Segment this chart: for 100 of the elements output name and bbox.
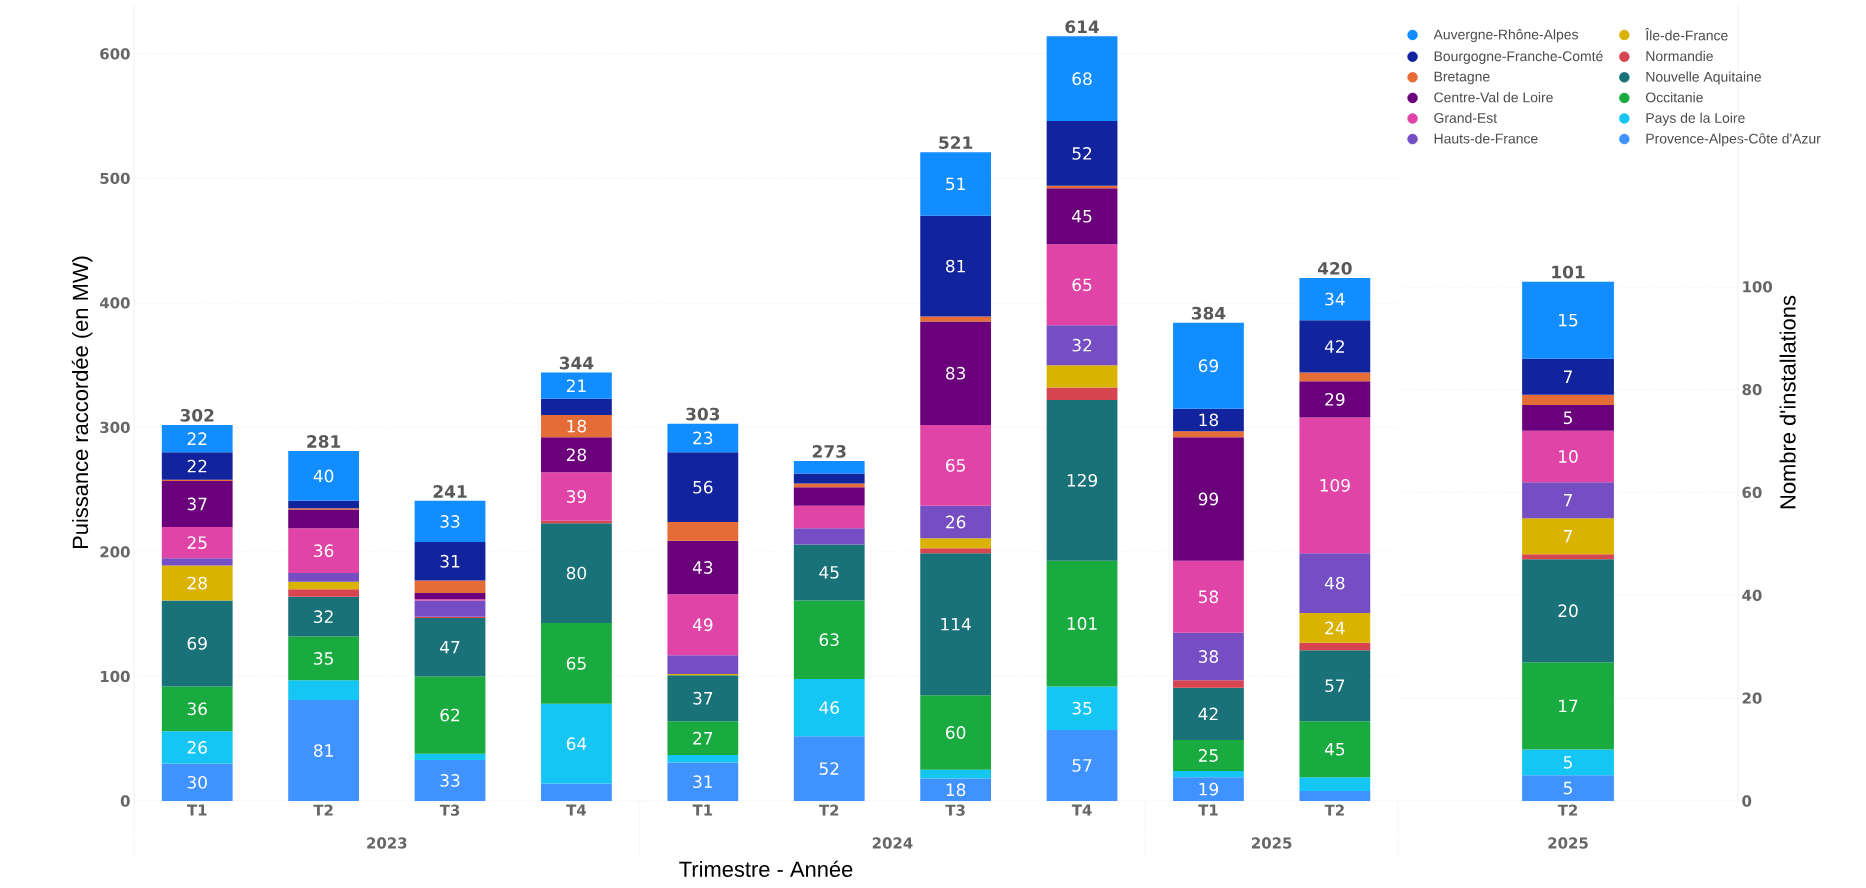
total-label: 273 [812, 445, 846, 458]
data-label: 43 [692, 561, 713, 574]
legend-label: Bretagne [1434, 71, 1490, 85]
data-label: 7 [1564, 494, 1572, 507]
y-tick-label: 600 [100, 48, 130, 60]
data-label: 25 [1198, 749, 1218, 762]
data-label: 58 [1198, 590, 1219, 604]
legend-label: Centre-Val de Loire [1434, 92, 1553, 103]
data-label: 37 [187, 497, 207, 511]
x-tick-label: T3 [439, 804, 460, 816]
data-label: 83 [946, 366, 966, 380]
data-label: 28 [566, 448, 587, 462]
text: 2023 [367, 837, 407, 849]
data-label: 101 [1067, 617, 1097, 630]
data-label: 28 [187, 576, 207, 590]
total-label: 614 [1065, 20, 1099, 34]
y-tick-label: 400 [99, 297, 130, 309]
data-label: 64 [566, 737, 587, 751]
legend-label: Île-de-France [1645, 28, 1728, 41]
y-tick-label: 300 [100, 421, 130, 434]
data-label: 30 [187, 775, 207, 789]
data-label: 33 [440, 515, 460, 528]
x-tick-label: T3 [945, 804, 965, 816]
data-label: 36 [314, 544, 334, 558]
data-label: 26 [187, 741, 207, 754]
x-tick-label: T1 [1198, 804, 1218, 816]
x-tick-label: T4 [566, 804, 587, 816]
data-label: 42 [1198, 707, 1218, 721]
data-label: 5 [1563, 756, 1572, 769]
data-label: 57 [1072, 759, 1092, 772]
data-label: 81 [946, 259, 965, 273]
text: 2025 [1252, 837, 1292, 849]
x-tick-label: T2 [1557, 804, 1578, 816]
data-label: 10 [1559, 450, 1578, 463]
y-tick-label: 20 [1742, 692, 1762, 704]
data-label: 49 [692, 618, 713, 632]
x-tick-label: T4 [1071, 804, 1092, 816]
x-tick-label: T2 [313, 804, 333, 816]
data-label: 21 [566, 379, 586, 392]
legend-label: Pays de la Loire [1646, 112, 1745, 126]
data-label: 7 [1564, 530, 1572, 543]
legend-label: Grand-Est [1434, 112, 1498, 123]
data-label: 32 [314, 610, 333, 624]
data-label: 45 [819, 566, 839, 579]
data-label: 47 [440, 641, 460, 654]
legend-label: Bourgogne-Franche-Comté [1434, 50, 1603, 64]
data-label: 18 [946, 783, 966, 797]
data-label: 7 [1564, 370, 1572, 383]
total-label: 344 [559, 356, 594, 370]
data-label: 5 [1563, 411, 1572, 425]
legend-label: Hauts-de-France [1434, 133, 1538, 144]
y-tick-label: 0 [1742, 795, 1752, 807]
data-label: 65 [566, 656, 586, 670]
data-label: 24 [1325, 621, 1345, 635]
total-label: 303 [686, 407, 720, 421]
x-tick-label: T1 [187, 804, 207, 816]
data-label: 33 [440, 774, 460, 787]
data-label: 37 [693, 691, 713, 705]
data-label: 52 [1072, 147, 1092, 160]
y-tick-label: 100 [100, 670, 130, 683]
data-label: 25 [187, 536, 207, 549]
data-label: 31 [693, 775, 713, 789]
data-label: 23 [693, 431, 713, 445]
data-label: 51 [946, 177, 965, 191]
data-label: 15 [1559, 313, 1578, 327]
y-tick-label: 500 [100, 172, 130, 184]
data-label: 38 [1198, 650, 1219, 663]
data-label: 22 [187, 432, 207, 445]
data-label: 80 [566, 566, 587, 580]
text: 2024 [872, 837, 913, 849]
data-label: 18 [567, 419, 587, 433]
legend-label: Nouvelle Aquitaine [1646, 71, 1761, 85]
data-label: 40 [313, 469, 334, 483]
data-label: 35 [1072, 701, 1092, 715]
data-label: 34 [1325, 292, 1345, 306]
y-tick-label: 0 [120, 795, 130, 807]
data-label: 60 [946, 726, 966, 739]
data-label: 42 [1324, 340, 1344, 353]
y-tick-label: 40 [1742, 589, 1762, 601]
x-tick-label: T2 [1324, 804, 1344, 816]
data-label: 129 [1067, 473, 1097, 487]
data-label: 29 [1325, 392, 1345, 406]
x-axis-title: Trimestre - Année [679, 860, 853, 878]
legend-label: Occitanie [1645, 92, 1703, 103]
data-label: 17 [1559, 699, 1578, 713]
total-label: 101 [1552, 265, 1585, 279]
data-label: 109 [1320, 478, 1350, 492]
data-label: 65 [1072, 278, 1092, 292]
total-label: 420 [1317, 261, 1352, 275]
data-label: 46 [819, 701, 839, 714]
y-tick-label: 100 [1743, 281, 1773, 293]
data-label: 45 [1324, 743, 1345, 756]
data-label: 65 [946, 458, 965, 472]
data-label: 81 [314, 744, 333, 757]
data-label: 27 [693, 731, 713, 745]
text: 2025 [1548, 837, 1588, 849]
data-label: 22 [187, 459, 207, 473]
y-tick-label: 60 [1742, 486, 1762, 499]
legend-label: Normandie [1646, 50, 1713, 62]
data-label: 114 [941, 617, 971, 631]
